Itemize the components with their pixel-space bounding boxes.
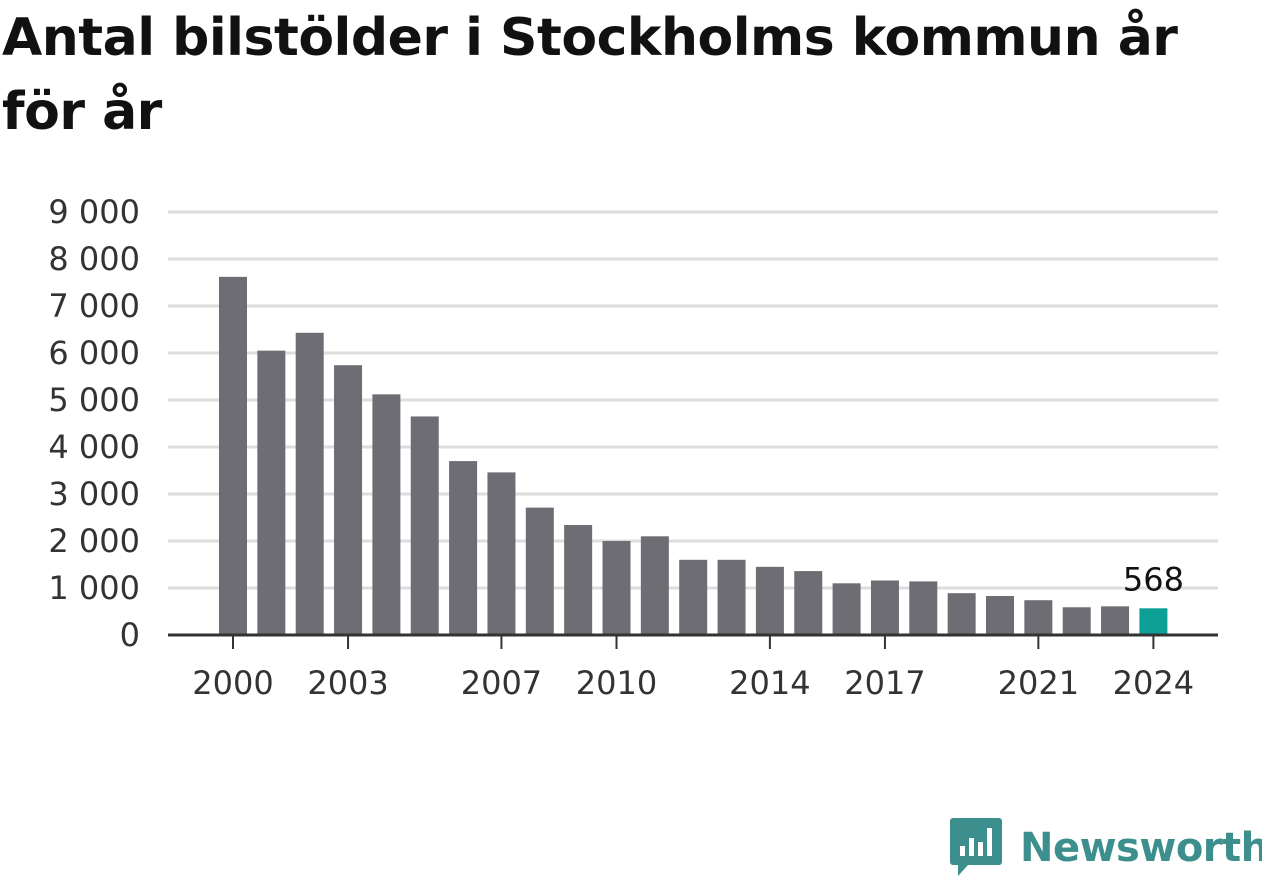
bar [755,566,784,635]
y-tick-label: 3 000 [48,475,140,513]
x-tick-label: 2003 [307,664,388,702]
bar [717,559,746,635]
bar [525,507,554,635]
x-tick-label: 2021 [998,664,1079,702]
y-tick-label: 8 000 [48,240,140,278]
bar [1024,600,1053,635]
bar [909,581,938,635]
bar [410,416,439,635]
x-tick-label: 2000 [192,664,273,702]
bar [257,350,286,635]
y-tick-label: 1 000 [48,569,140,607]
y-tick-label: 0 [120,616,140,654]
newsworthy-logo: Newsworthy [950,818,1262,878]
y-tick-label: 4 000 [48,428,140,466]
bar [640,536,669,635]
bar [372,394,401,635]
y-tick-label: 7 000 [48,287,140,325]
y-tick-label: 2 000 [48,522,140,560]
bar [602,541,631,635]
bar [449,461,478,635]
bar [219,276,247,635]
bar [986,595,1014,635]
bar [334,365,363,635]
y-tick-label: 5 000 [48,381,140,419]
bar [947,593,976,635]
y-tick-label: 6 000 [48,334,140,372]
chart-title: Antal bilstölder i Stockholms kommun år … [2,8,1178,142]
bar [794,571,823,635]
x-tick-label: 2024 [1113,664,1194,702]
bar [564,525,593,635]
logo-text: Newsworthy [1020,825,1262,871]
x-tick-label: 2010 [576,664,657,702]
bar [1062,607,1091,635]
newsworthy-logo-icon [950,818,1002,876]
bar [679,559,708,635]
bar [295,332,324,635]
bar [1139,608,1168,635]
bar [870,580,899,635]
x-tick-label: 2007 [461,664,542,702]
x-tick-label: 2014 [729,664,810,702]
x-tick-label: 2017 [844,664,925,702]
data-label: 568 [1123,560,1184,598]
bar [487,472,516,635]
bar [832,583,861,635]
y-tick-label: 9 000 [48,193,140,231]
bar [1101,606,1130,635]
